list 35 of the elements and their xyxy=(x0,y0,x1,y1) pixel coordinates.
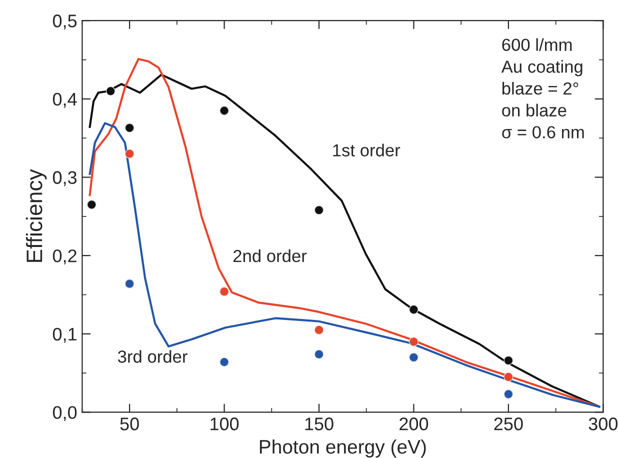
point xyxy=(314,350,324,359)
annotation: 3rd order xyxy=(118,350,188,363)
point xyxy=(408,336,418,346)
y-tick-label: 0,1 xyxy=(52,328,76,343)
point xyxy=(504,389,514,399)
y-tick-label: 0,4 xyxy=(52,92,77,108)
annotation: 2nd order xyxy=(233,249,307,262)
x-tick-label: 200 xyxy=(400,418,428,430)
x-tick-label: 50 xyxy=(120,418,139,430)
point xyxy=(124,279,134,288)
x-tick-label: 250 xyxy=(494,418,523,430)
point xyxy=(124,149,134,158)
y-tick-label: 0,5 xyxy=(52,14,77,30)
x-tick-label: 300 xyxy=(588,418,618,430)
point xyxy=(220,286,230,296)
annotation: 1st order xyxy=(333,144,400,156)
annotation: 600 l/mm Au coating blaze = 2° on blaze σ = 0.6 nm xyxy=(501,38,584,138)
point xyxy=(220,357,230,367)
point xyxy=(86,200,96,210)
point xyxy=(314,325,324,335)
point xyxy=(408,352,418,362)
point xyxy=(504,356,514,366)
y-tick-label: 0,3 xyxy=(52,171,77,186)
x-tick-label: 150 xyxy=(305,418,334,430)
y-axis-title: Efficiency xyxy=(26,169,47,262)
point xyxy=(220,106,230,116)
point xyxy=(408,304,418,314)
point xyxy=(124,123,134,133)
point xyxy=(314,205,324,215)
x-axis-title: Photon energy (eV) xyxy=(260,439,426,458)
point xyxy=(504,372,514,382)
x-tick-label: 100 xyxy=(210,418,239,430)
y-tick-label: 0,2 xyxy=(52,250,76,264)
point xyxy=(106,86,116,96)
y-tick-label: 0,0 xyxy=(52,406,77,422)
